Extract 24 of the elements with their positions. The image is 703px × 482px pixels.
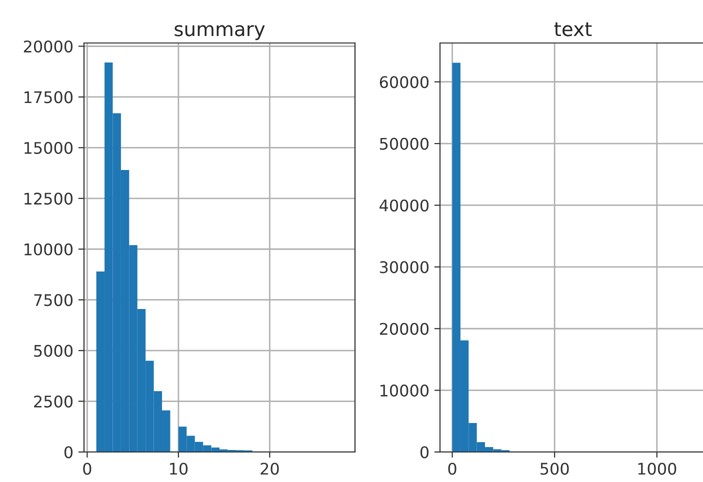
y-tick-label: 17500 xyxy=(24,91,73,104)
x-tick-label: 0 xyxy=(448,462,456,475)
y-tick-label: 0 xyxy=(420,446,429,458)
y-tick-label: 0 xyxy=(64,446,73,458)
y-tick-label: 5000 xyxy=(34,344,73,357)
y-tick-label: 50000 xyxy=(380,138,429,150)
chart-title: summary xyxy=(174,25,265,40)
y-tick-label: 30000 xyxy=(380,261,429,274)
y-tick-label: 40000 xyxy=(380,199,429,212)
x-tick-label: 0 xyxy=(83,462,92,475)
x-tick-label: 10 xyxy=(170,462,188,475)
y-tick-label: 12500 xyxy=(24,192,73,205)
y-tick-label: 2500 xyxy=(34,395,73,408)
y-tick-label: 10000 xyxy=(24,243,73,256)
y-tick-label: 7500 xyxy=(34,294,73,306)
x-tick-label: 1000 xyxy=(638,462,676,475)
x-tick-label: 20 xyxy=(260,462,279,475)
y-tick-label: 60000 xyxy=(380,76,429,88)
y-tick-label: 20000 xyxy=(380,322,429,335)
y-tick-label: 10000 xyxy=(380,384,429,397)
chart-title: text xyxy=(554,22,592,36)
x-tick-label: 500 xyxy=(540,462,569,475)
y-tick-label: 15000 xyxy=(24,142,73,154)
y-tick-label: 20000 xyxy=(24,40,73,53)
